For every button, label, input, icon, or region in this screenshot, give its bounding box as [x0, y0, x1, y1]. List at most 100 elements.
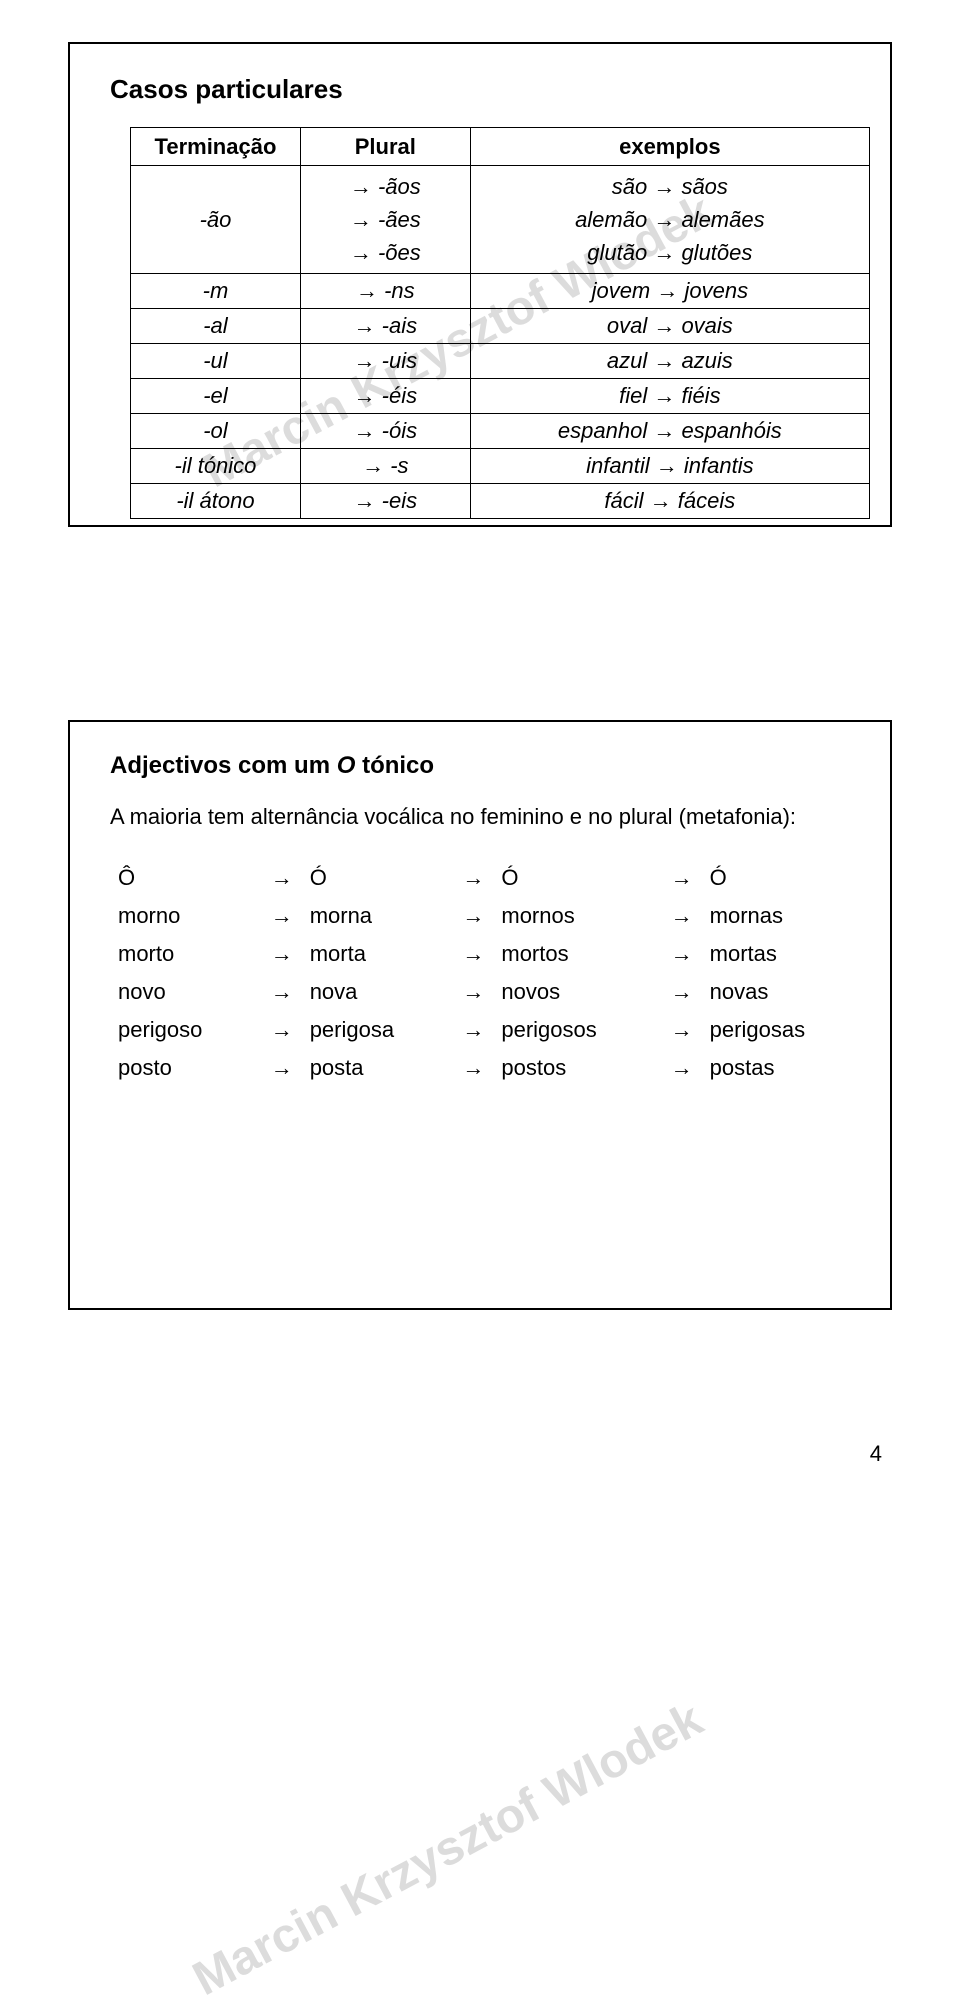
plural-line: → -ões — [311, 236, 460, 269]
cell-term: -ol — [131, 414, 301, 449]
cell-term: -ão — [131, 166, 301, 274]
table-header-row: Terminação Plural exemplos — [131, 128, 870, 166]
example-line: glutão → glutões — [481, 236, 859, 269]
word-cell: mortos — [493, 935, 661, 973]
cell-plural: → -ãos → -ães → -ões — [300, 166, 470, 274]
arrow-icon: → — [262, 897, 302, 935]
word-cell: mornas — [702, 897, 870, 935]
example-text: fiel → fiéis — [619, 383, 720, 408]
table-row: -il tónico → -s infantil → infantis — [131, 449, 870, 484]
word-cell: mortas — [702, 935, 870, 973]
page-number: 4 — [870, 1441, 882, 1467]
cell-term: -m — [131, 274, 301, 309]
arrow-icon: → — [453, 897, 493, 935]
plural-table: Terminação Plural exemplos -ão → -ãos → … — [130, 127, 870, 519]
word-row: morno → morna → mornos → mornas — [110, 897, 870, 935]
word-cell: perigosa — [302, 1011, 454, 1049]
word-cell: perigosas — [702, 1011, 870, 1049]
term-text: -ol — [203, 418, 227, 443]
plural-text: → -ns — [356, 278, 415, 303]
title-suffix: tónico — [355, 752, 434, 779]
term-text: -ão — [200, 207, 232, 232]
word-cell: nova — [302, 973, 454, 1011]
accent-cell: Ó — [702, 859, 870, 897]
term-text: -il átono — [176, 488, 254, 513]
plural-text: → -uis — [354, 348, 418, 373]
word-cell: morta — [302, 935, 454, 973]
arrow-icon: → — [262, 1011, 302, 1049]
table-row: -el → -éis fiel → fiéis — [131, 379, 870, 414]
term-text: -ul — [203, 348, 227, 373]
term-text: -il tónico — [175, 453, 257, 478]
title-prefix: Adjectivos com um — [110, 752, 337, 779]
accent-cell: Ô — [110, 859, 262, 897]
plural-text: → -s — [362, 453, 408, 478]
arrow-icon: → — [262, 935, 302, 973]
panel2-title: Adjectivos com um O tónico — [110, 752, 850, 780]
example-text: oval → ovais — [607, 313, 733, 338]
example-text: espanhol → espanhóis — [558, 418, 782, 443]
word-cell: morna — [302, 897, 454, 935]
word-row: novo → nova → novos → novas — [110, 973, 870, 1011]
panel1-title: Casos particulares — [110, 74, 850, 105]
table-row: -ul → -uis azul → azuis — [131, 344, 870, 379]
arrow-icon: → — [662, 935, 702, 973]
cell-plural: → -ais — [300, 309, 470, 344]
example-text: infantil → infantis — [586, 453, 754, 478]
example-text: azul → azuis — [607, 348, 733, 373]
cell-term: -il tónico — [131, 449, 301, 484]
plural-text: → -éis — [354, 383, 418, 408]
table-row: -ol → -óis espanhol → espanhóis — [131, 414, 870, 449]
cell-term: -el — [131, 379, 301, 414]
word-cell: mornos — [493, 897, 661, 935]
table-row: -al → -ais oval → ovais — [131, 309, 870, 344]
arrow-icon: → — [453, 935, 493, 973]
cell-plural: → -uis — [300, 344, 470, 379]
plural-line: → -ãos — [311, 170, 460, 203]
accent-cell: Ó — [493, 859, 661, 897]
cell-examples: espanhol → espanhóis — [470, 414, 869, 449]
word-cell: novo — [110, 973, 262, 1011]
table-row: -il átono → -eis fácil → fáceis — [131, 484, 870, 519]
arrow-icon: → — [453, 1011, 493, 1049]
term-text: -m — [203, 278, 229, 303]
cell-examples: oval → ovais — [470, 309, 869, 344]
word-cell: perigoso — [110, 1011, 262, 1049]
cell-examples: fácil → fáceis — [470, 484, 869, 519]
header-exemplos: exemplos — [470, 128, 869, 166]
word-row: perigoso → perigosa → perigosos → perigo… — [110, 1011, 870, 1049]
cell-plural: → -éis — [300, 379, 470, 414]
example-line: são → sãos — [481, 170, 859, 203]
cell-examples: jovem → jovens — [470, 274, 869, 309]
cell-plural: → -eis — [300, 484, 470, 519]
cell-term: -ul — [131, 344, 301, 379]
watermark-bottom: Marcin Krzysztof Wlodek — [184, 1692, 711, 2007]
plural-text: → -ais — [354, 313, 418, 338]
header-plural: Plural — [300, 128, 470, 166]
word-cell: perigosos — [493, 1011, 661, 1049]
cell-term: -il átono — [131, 484, 301, 519]
term-text: -el — [203, 383, 227, 408]
title-italic: O — [337, 752, 356, 779]
example-line: alemão → alemães — [481, 203, 859, 236]
word-cell: posto — [110, 1049, 262, 1087]
table-row: -ão → -ãos → -ães → -ões são → sãos alem… — [131, 166, 870, 274]
arrow-icon: → — [662, 897, 702, 935]
accent-cell: Ó — [302, 859, 454, 897]
arrow-icon: → — [262, 973, 302, 1011]
table-body: -ão → -ãos → -ães → -ões são → sãos alem… — [131, 166, 870, 519]
word-row: posto → posta → postos → postas — [110, 1049, 870, 1087]
header-terminacao: Terminação — [131, 128, 301, 166]
arrow-icon: → — [262, 1049, 302, 1087]
word-cell: morno — [110, 897, 262, 935]
cell-plural: → -óis — [300, 414, 470, 449]
plural-text: → -eis — [354, 488, 418, 513]
word-cell: morto — [110, 935, 262, 973]
example-text: jovem → jovens — [592, 278, 749, 303]
term-text: -al — [203, 313, 227, 338]
arrow-icon: → — [662, 1011, 702, 1049]
word-cell: postas — [702, 1049, 870, 1087]
plural-line: → -ães — [311, 203, 460, 236]
arrow-icon: → — [662, 973, 702, 1011]
cell-term: -al — [131, 309, 301, 344]
